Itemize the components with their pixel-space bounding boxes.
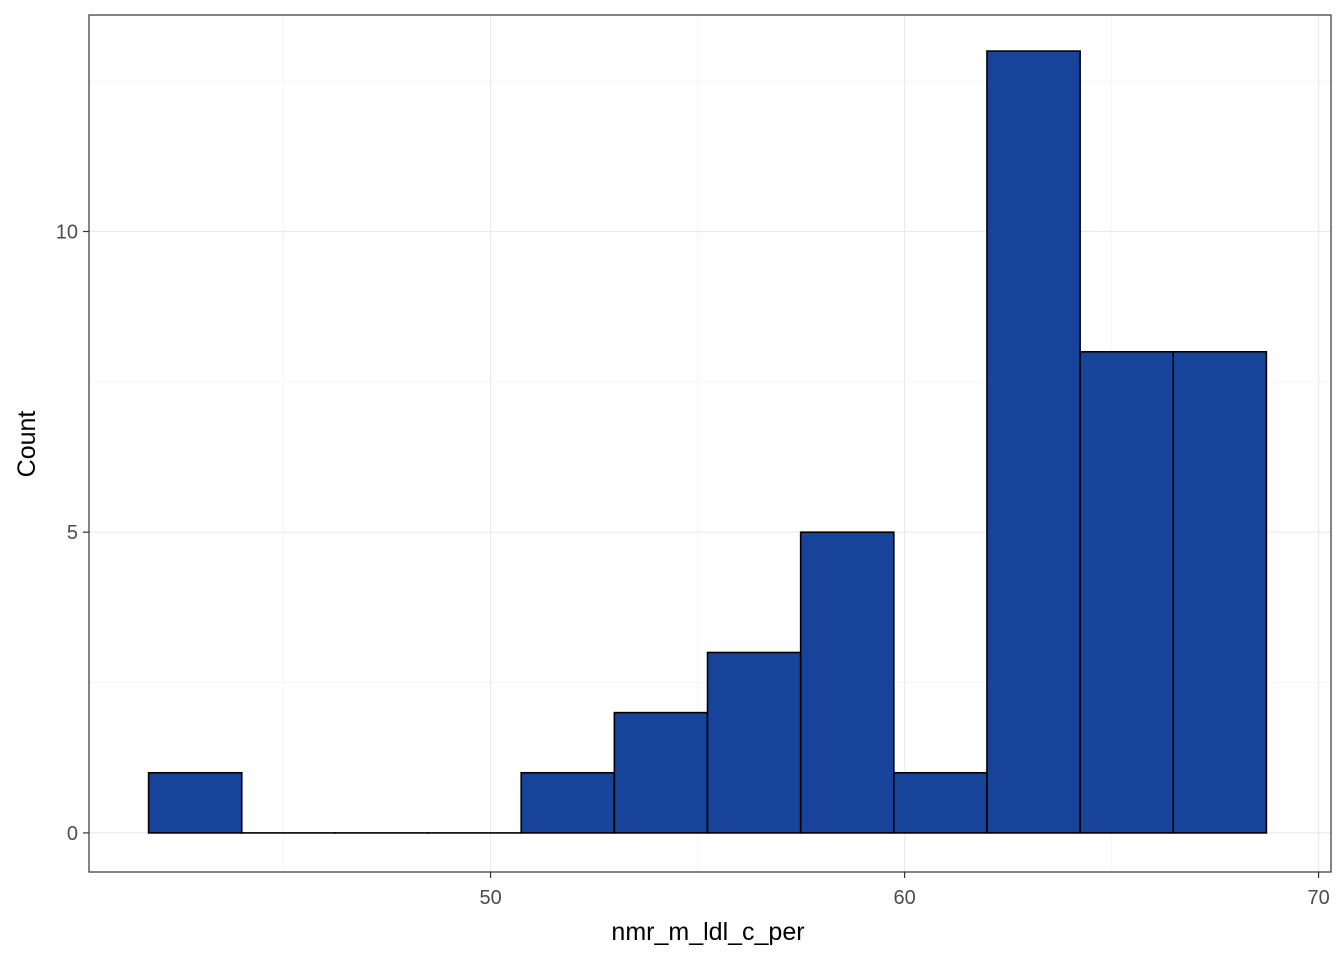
y-axis-title: Count xyxy=(13,411,41,478)
histogram-bar xyxy=(706,651,802,834)
x-axis-ticks: 50 60 70 xyxy=(479,872,1330,909)
y-axis-ticks: 0 5 10 xyxy=(56,222,89,845)
histogram-bar xyxy=(893,771,988,834)
histogram-bar xyxy=(986,50,1081,834)
histogram-bar xyxy=(520,771,616,834)
y-tick-label: 10 xyxy=(56,222,78,244)
histogram-bars xyxy=(147,50,1268,834)
histogram-bar xyxy=(1079,350,1175,834)
x-axis-title: nmr_m_ldl_c_per xyxy=(611,918,804,946)
x-tick-label: 50 xyxy=(479,887,501,909)
histogram-bar xyxy=(799,531,895,834)
x-tick-label: 70 xyxy=(1307,887,1329,909)
histogram-bar xyxy=(613,711,709,834)
histogram-bar xyxy=(147,771,243,834)
histogram-bar xyxy=(1172,350,1268,834)
panel-border xyxy=(88,14,1332,873)
y-tick-label: 0 xyxy=(67,823,78,845)
x-tick-label: 60 xyxy=(893,887,915,909)
y-tick-label: 5 xyxy=(67,522,78,544)
